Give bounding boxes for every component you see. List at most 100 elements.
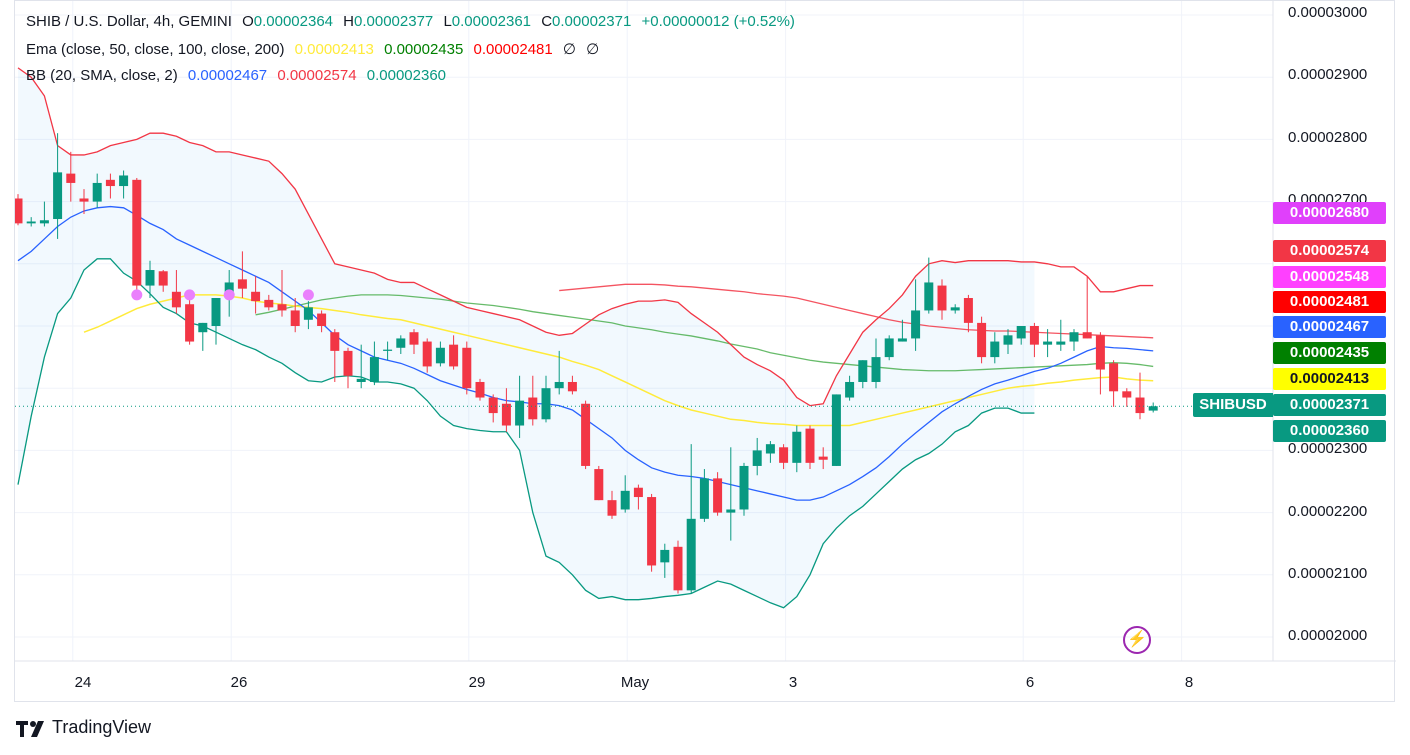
ema200-value: 0.00002481 xyxy=(473,41,553,58)
legend-row-ema[interactable]: Ema (close, 50, close, 100, close, 200) … xyxy=(26,40,605,58)
price-tag-bb-lower: 0.00002360 xyxy=(1273,420,1386,442)
candle-body xyxy=(752,450,762,466)
cross-marker xyxy=(131,289,143,301)
candle-body xyxy=(26,221,36,224)
chart-frame[interactable] xyxy=(14,0,1396,703)
candle-body xyxy=(251,291,261,302)
x-tick-label: 29 xyxy=(468,674,486,691)
ema-extra-1: ∅ xyxy=(562,41,576,58)
y-tick-label: 0.00003000 xyxy=(1288,4,1368,21)
candle-body xyxy=(383,349,393,351)
candle-body xyxy=(937,285,947,311)
candle-body xyxy=(1122,391,1132,398)
candle-body xyxy=(277,304,287,311)
high-value: 0.00002377 xyxy=(354,13,434,30)
candle-body xyxy=(369,357,379,382)
lightning-icon[interactable]: ⚡ xyxy=(1123,626,1151,654)
candle-body xyxy=(990,341,1000,358)
price-tag-2548: 0.00002548 xyxy=(1273,266,1386,288)
x-tick-label: 26 xyxy=(230,674,248,691)
candle-body xyxy=(911,310,921,339)
bb-band-fill xyxy=(18,67,1035,608)
candle-body xyxy=(713,478,723,513)
change-value: +0.00000012 (+0.52%) xyxy=(641,13,795,30)
bb-upper-value: 0.00002574 xyxy=(277,67,357,84)
candle-body xyxy=(185,304,195,342)
candle-body xyxy=(171,291,181,308)
y-tick-label: 0.00002100 xyxy=(1288,565,1368,582)
candle-body xyxy=(871,357,881,382)
tradingview-logo[interactable]: TradingView xyxy=(16,717,151,738)
candle-body xyxy=(1109,363,1119,392)
candle-body xyxy=(779,447,789,463)
candle-body xyxy=(660,549,670,563)
candle-body xyxy=(739,465,749,510)
candle-body xyxy=(515,400,525,426)
bb-lower-value: 0.00002360 xyxy=(366,67,446,84)
candle-body xyxy=(356,378,366,382)
y-tick-label: 0.00002300 xyxy=(1288,440,1368,457)
candle-body xyxy=(620,490,630,510)
candle-body xyxy=(79,198,89,202)
candle-body xyxy=(303,307,313,320)
price-tag-bb-upper: 0.00002574 xyxy=(1273,240,1386,262)
y-tick-label: 0.00002200 xyxy=(1288,503,1368,520)
candle-body xyxy=(633,487,643,498)
candle-body xyxy=(726,509,736,513)
candle-body xyxy=(66,173,76,183)
x-tick-label: May xyxy=(620,674,650,691)
candle-body xyxy=(1016,326,1026,339)
candle-body xyxy=(237,279,247,289)
candle-body xyxy=(1095,335,1105,370)
bb-basis-value: 0.00002467 xyxy=(187,67,268,84)
chart-plot[interactable] xyxy=(15,1,1396,703)
candle-body xyxy=(501,403,511,426)
ema-extra-2: ∅ xyxy=(586,41,600,58)
open-label: O xyxy=(242,13,254,30)
candle-body xyxy=(422,341,432,367)
candle-body xyxy=(39,220,49,224)
candle-body xyxy=(290,310,300,326)
candle-body xyxy=(1069,332,1079,342)
y-tick-label: 0.00002900 xyxy=(1288,66,1368,83)
candle-body xyxy=(396,338,406,348)
candle-body xyxy=(581,403,591,466)
candle-body xyxy=(554,381,564,389)
candle-body xyxy=(1003,335,1013,345)
candle-body xyxy=(1082,332,1092,339)
candle-body xyxy=(805,428,815,463)
candle-body xyxy=(488,397,498,414)
cross-marker xyxy=(302,289,314,301)
candle-body xyxy=(924,282,934,311)
x-tick-label: 3 xyxy=(788,674,798,691)
brand-name: TradingView xyxy=(52,717,152,737)
low-label: L xyxy=(443,13,452,30)
bb-label: BB (20, SMA, close, 2) xyxy=(26,67,178,84)
candle-body xyxy=(699,478,709,519)
candle-body xyxy=(845,381,855,398)
candle-body xyxy=(647,497,657,566)
ema100-value: 0.00002435 xyxy=(384,41,464,58)
symbol-title: SHIB / U.S. Dollar, 4h, GEMINI xyxy=(26,13,232,30)
price-tag-ema100: 0.00002435 xyxy=(1273,342,1386,364)
ema50-value: 0.00002413 xyxy=(294,41,374,58)
candle-body xyxy=(15,198,23,224)
candle-body xyxy=(1148,406,1158,411)
cross-marker xyxy=(184,289,196,301)
candle-body xyxy=(1056,341,1066,345)
bb-upper-line xyxy=(17,67,1154,407)
price-tag-ema50: 0.00002413 xyxy=(1273,368,1386,390)
candle-body xyxy=(884,338,894,358)
candle-body xyxy=(158,271,168,286)
candle-body xyxy=(449,344,459,367)
candle-body xyxy=(818,456,828,460)
candle-body xyxy=(145,270,155,286)
candle-body xyxy=(409,332,419,345)
candle-body xyxy=(198,322,208,333)
candle-body xyxy=(105,179,115,187)
candle-body xyxy=(897,338,907,342)
x-tick-label: 24 xyxy=(74,674,92,691)
symbol-tag: SHIBUSD xyxy=(1193,393,1273,417)
candle-body xyxy=(963,298,973,323)
legend-row-bb[interactable]: BB (20, SMA, close, 2) 0.00002467 0.0000… xyxy=(26,67,452,84)
